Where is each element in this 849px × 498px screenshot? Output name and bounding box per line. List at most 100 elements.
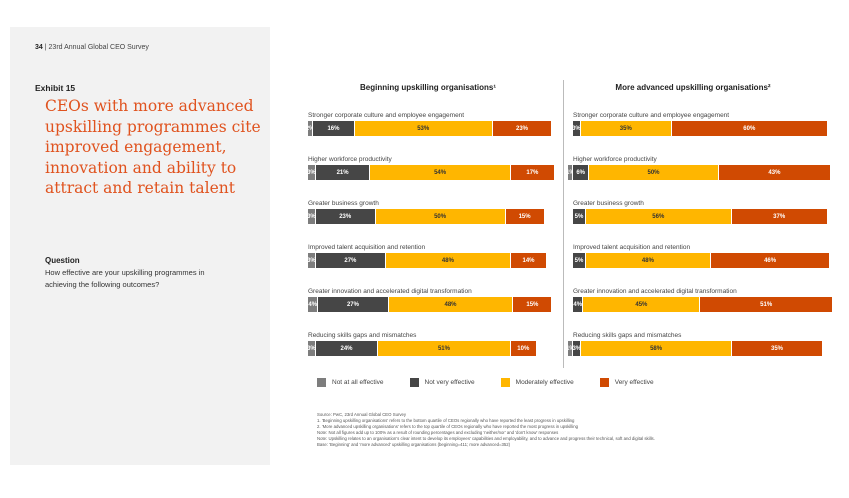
bar-segment: 5% [573,209,586,224]
bar-segment: 54% [370,165,511,180]
legend-swatch [500,378,510,387]
bar-segment: 10% [510,341,537,356]
exhibit-title: CEOs with more advanced upskilling progr… [45,97,261,197]
data-label: 50% [434,213,447,220]
category-label: Higher workforce productivity [308,156,392,163]
data-label: 45% [635,301,648,308]
data-label: 3% [307,345,316,352]
bar-segment: 45% [583,297,701,312]
bar-segment: 24% [315,341,379,356]
separator: | [44,44,47,51]
data-label: 6% [576,169,586,176]
category-label: Stronger corporate culture and employee … [573,112,730,119]
bar-segment: 3% [307,341,316,356]
bar-segment: 53% [354,121,493,136]
sidebar-panel [10,27,270,465]
data-label: 23% [515,125,528,132]
page-header: 34 | 23rd Annual Global CEO Survey [35,44,149,51]
bar-segment: 16% [313,121,355,136]
bar-segment: 48% [388,297,514,312]
legend-label: Not at all effective [332,379,384,386]
legend-label: Not very effective [424,379,475,386]
data-label: 17% [526,169,539,176]
bar-segment: 17% [510,165,555,180]
data-label: 5% [574,257,584,264]
bar-segment: 15% [513,297,553,312]
data-label: 15% [526,301,539,308]
data-label: 16% [327,125,340,132]
bar-segment: 2% [305,121,315,136]
legend-swatch [317,378,326,387]
bar-segment: 21% [315,165,371,180]
bar-segment: 35% [580,121,672,136]
legend-item: Not at all effective [317,378,384,387]
data-label: 14% [522,257,535,264]
data-label: 2% [305,125,315,132]
bar-segment: 58% [581,341,732,356]
bar-segment: 4% [573,297,584,312]
legend-label: Moderately effective [515,379,574,386]
category-label: Greater innovation and accelerated digit… [308,288,472,295]
bar-segment: 3% [307,209,316,224]
data-label: 5% [574,213,584,220]
data-label: 48% [441,257,454,264]
legend: Not at all effective Not very effective Mo… [317,378,654,387]
footnote: Source: PwC, 23rd Annual Global CEO Surv… [317,412,407,417]
bar-segment: 60% [671,121,828,136]
question-text: How effective are your upskilling progra… [45,268,205,289]
legend-item: Moderately effective [500,378,574,387]
bar-segment: 27% [315,253,386,268]
bar-segment: 4% [308,297,319,312]
panel-divider [563,80,564,368]
data-label: 27% [346,301,359,308]
publication-name: 23rd Annual Global CEO Survey [48,44,149,51]
footnote: Note: Upskilling relates to an organisat… [317,436,655,441]
bar-segment: 1% [566,341,575,356]
data-label: 35% [619,125,632,132]
data-label: 54% [434,169,447,176]
data-label: 51% [437,345,450,352]
question-heading: Question [45,256,80,265]
data-label: 46% [764,257,777,264]
data-label: 58% [650,345,663,352]
data-label: 1% [566,345,575,352]
legend-swatch [409,378,419,387]
bar-segment: 23% [492,121,553,136]
footnotes: Source: PwC, 23rd Annual Global CEO Surv… [317,412,737,448]
category-label: Improved talent acquisition and retentio… [573,244,691,251]
data-label: 3% [307,213,316,220]
category-label: Reducing skills gaps and mismatches [308,332,417,339]
data-label: 48% [444,301,457,308]
bar-segment: 5% [573,253,586,268]
data-label: 53% [417,125,430,132]
bar-segment: 48% [386,253,511,268]
data-label: 51% [760,301,773,308]
category-label: Improved talent acquisition and retentio… [308,244,426,251]
footnote: Base: 'Beginning' and 'more advanced' up… [317,442,511,447]
bar-segment: 43% [719,165,831,180]
data-label: 27% [344,257,357,264]
footnote: Note: Not all figures add up to 100% as … [317,430,559,435]
data-label: 3% [307,257,316,264]
bar-segment: 51% [700,297,833,312]
bar-segment: 14% [510,253,548,268]
bar-segment: 50% [589,165,719,180]
data-label: 48% [641,257,654,264]
footnote: 2. 'More advanced upskilling organisatio… [317,424,579,429]
legend-item: Very effective [599,378,654,387]
category-label: Reducing skills gaps and mismatches [573,332,682,339]
legend-item: Not very effective [409,378,475,387]
bar-segment: 3% [307,253,316,268]
footnote: 1. 'Beginning upskilling organisations' … [317,418,575,423]
legend-label: Very effective [614,379,654,386]
category-label: Higher workforce productivity [573,156,657,163]
exhibit-label: Exhibit 15 [35,83,76,93]
bar-segment: 15% [505,209,545,224]
data-label: 23% [339,213,352,220]
data-label: 4% [573,301,583,308]
data-label: 56% [652,213,665,220]
data-label: 21% [336,169,349,176]
bar-segment: 23% [315,209,376,224]
panel-title: More advanced upskilling organisations² [615,83,771,92]
bar-segment: 50% [375,209,506,224]
